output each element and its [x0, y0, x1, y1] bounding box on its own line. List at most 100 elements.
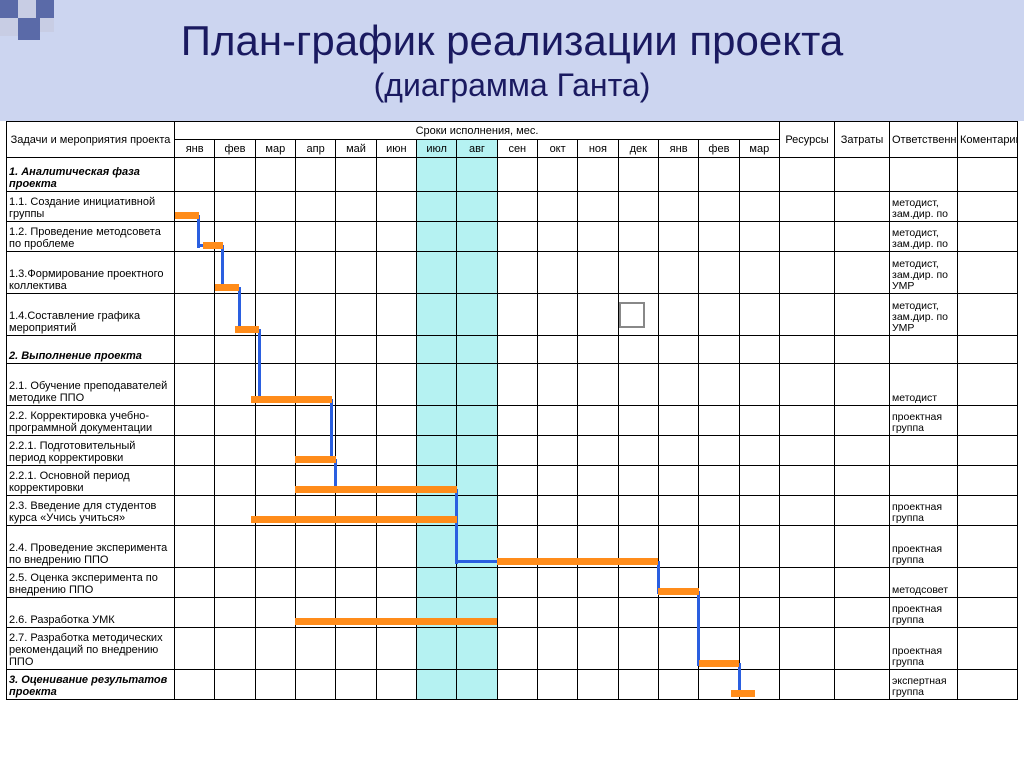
month-cell — [578, 628, 618, 670]
month-cell — [658, 436, 698, 466]
month-cell — [658, 158, 698, 192]
month-cell — [497, 192, 537, 222]
comments-cell — [958, 496, 1018, 526]
month-cell — [416, 192, 456, 222]
month-cell — [336, 670, 376, 700]
column-header: авг — [457, 140, 497, 158]
resources-cell — [780, 568, 835, 598]
comments-cell — [958, 406, 1018, 436]
month-cell — [739, 598, 779, 628]
resources-cell — [780, 336, 835, 364]
task-name: 2.3. Введение для студентов курса «Учись… — [7, 496, 175, 526]
month-cell — [336, 158, 376, 192]
month-cell — [295, 496, 335, 526]
month-cell — [618, 568, 658, 598]
month-cell — [376, 294, 416, 336]
column-header: янв — [175, 140, 215, 158]
responsible-cell: экспертная группа — [890, 670, 958, 700]
month-cell — [658, 222, 698, 252]
month-cell — [537, 466, 577, 496]
column-header: май — [336, 140, 376, 158]
task-name: 2.5. Оценка эксперимента по внедрению ПП… — [7, 568, 175, 598]
month-cell — [416, 598, 456, 628]
month-cell — [416, 466, 456, 496]
month-cell — [295, 436, 335, 466]
costs-cell — [835, 294, 890, 336]
deco-square — [18, 18, 40, 40]
month-cell — [739, 158, 779, 192]
month-cell — [416, 568, 456, 598]
month-cell — [537, 526, 577, 568]
month-cell — [699, 466, 739, 496]
month-cell — [578, 526, 618, 568]
month-cell — [578, 406, 618, 436]
month-cell — [295, 252, 335, 294]
month-cell — [255, 436, 295, 466]
month-cell — [416, 252, 456, 294]
month-cell — [578, 496, 618, 526]
month-cell — [618, 406, 658, 436]
column-header: Коментарии — [958, 122, 1018, 158]
column-header: мар — [255, 140, 295, 158]
month-cell — [376, 364, 416, 406]
month-cell — [739, 192, 779, 222]
month-cell — [255, 158, 295, 192]
month-cell — [699, 252, 739, 294]
month-cell — [699, 406, 739, 436]
month-cell — [537, 598, 577, 628]
month-cell — [497, 158, 537, 192]
month-cell — [658, 466, 698, 496]
month-cell — [618, 466, 658, 496]
comments-cell — [958, 436, 1018, 466]
month-cell — [497, 670, 537, 700]
month-cell — [376, 496, 416, 526]
month-cell — [537, 158, 577, 192]
month-cell — [215, 496, 255, 526]
month-cell — [376, 336, 416, 364]
costs-cell — [835, 496, 890, 526]
column-header: фев — [215, 140, 255, 158]
column-header: ноя — [578, 140, 618, 158]
slide-subtitle: (диаграмма Ганта) — [0, 68, 1024, 103]
month-cell — [175, 406, 215, 436]
month-cell — [295, 598, 335, 628]
month-cell — [497, 628, 537, 670]
month-cell — [175, 192, 215, 222]
month-cell — [416, 336, 456, 364]
costs-cell — [835, 526, 890, 568]
month-cell — [376, 526, 416, 568]
month-cell — [376, 670, 416, 700]
month-cell — [457, 670, 497, 700]
column-header: июл — [416, 140, 456, 158]
resources-cell — [780, 222, 835, 252]
costs-cell — [835, 336, 890, 364]
comments-cell — [958, 222, 1018, 252]
comments-cell — [958, 294, 1018, 336]
month-cell — [457, 466, 497, 496]
month-cell — [739, 670, 779, 700]
month-cell — [175, 158, 215, 192]
month-cell — [457, 294, 497, 336]
month-cell — [618, 192, 658, 222]
month-cell — [658, 336, 698, 364]
month-cell — [457, 496, 497, 526]
resources-cell — [780, 294, 835, 336]
month-cell — [376, 436, 416, 466]
month-cell — [739, 364, 779, 406]
comments-cell — [958, 158, 1018, 192]
month-cell — [336, 526, 376, 568]
month-cell — [457, 252, 497, 294]
month-cell — [739, 526, 779, 568]
month-cell — [537, 252, 577, 294]
costs-cell — [835, 252, 890, 294]
task-name: 1.2. Проведение методсовета по проблеме — [7, 222, 175, 252]
month-cell — [497, 406, 537, 436]
month-cell — [618, 628, 658, 670]
responsible-cell: проектная группа — [890, 526, 958, 568]
costs-cell — [835, 364, 890, 406]
responsible-cell: проектная группа — [890, 496, 958, 526]
month-cell — [658, 670, 698, 700]
month-cell — [618, 670, 658, 700]
month-cell — [537, 406, 577, 436]
comments-cell — [958, 252, 1018, 294]
